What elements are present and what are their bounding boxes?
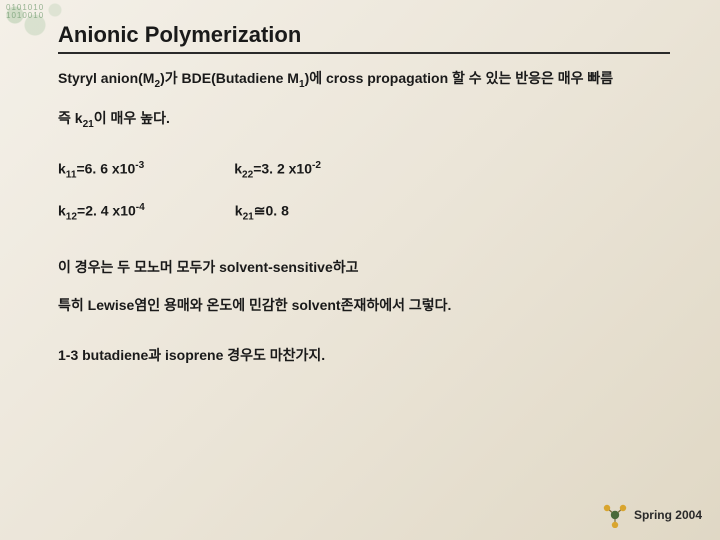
constants-row-2: k12=2. 4 x10-4 k21≅0. 8 <box>58 202 670 222</box>
k12-cell: k12=2. 4 x10-4 <box>58 202 145 222</box>
k22-label: k <box>234 160 242 176</box>
body-line-4: 특히 Lewise염인 용매와 온도에 민감한 solvent존재하에서 그렇다… <box>58 295 670 315</box>
footer: Spring 2004 <box>602 502 702 528</box>
k21-sub: 21 <box>243 212 254 223</box>
body-line-2: 즉 k21이 매우 높다. <box>58 108 670 130</box>
k11-label: k <box>58 160 66 176</box>
k12-sup: -4 <box>136 202 145 213</box>
k21-eq: ≅0. 8 <box>254 203 289 219</box>
k11-eq: =6. 6 x10 <box>76 160 135 176</box>
k11-sup: -3 <box>135 160 144 171</box>
k22-cell: k22=3. 2 x10-2 <box>234 160 321 180</box>
body-line-3: 이 경우는 두 모노머 모두가 solvent-sensitive하고 <box>58 257 670 277</box>
l1-mid: )가 BDE(Butadiene M <box>160 70 299 86</box>
k12-eq: =2. 4 x10 <box>77 203 136 219</box>
k11-cell: k11=6. 6 x10-3 <box>58 160 144 180</box>
footer-text: Spring 2004 <box>634 508 702 522</box>
molecule-icon <box>602 502 628 528</box>
l2-post: 이 매우 높다. <box>94 110 170 126</box>
k22-eq: =3. 2 x10 <box>253 160 312 176</box>
k11-sub: 11 <box>66 169 77 180</box>
l2-pre: 즉 k <box>58 110 83 126</box>
body-line-5: 1-3 butadiene과 isoprene 경우도 마찬가지. <box>58 345 670 365</box>
slide-content: Anionic Polymerization Styryl anion(M2)가… <box>0 0 720 365</box>
l1-pre: Styryl anion(M <box>58 70 154 86</box>
k12-sub: 12 <box>66 212 77 223</box>
k21-label: k <box>235 203 243 219</box>
k12-label: k <box>58 203 66 219</box>
k21-cell: k21≅0. 8 <box>235 202 289 222</box>
l1-post: )에 cross propagation 할 수 있는 반응은 매우 빠름 <box>305 70 614 86</box>
k22-sub: 22 <box>242 169 253 180</box>
page-title: Anionic Polymerization <box>58 22 670 54</box>
k22-sup: -2 <box>312 160 321 171</box>
l2-sub: 21 <box>83 119 94 130</box>
constants-row-1: k11=6. 6 x10-3 k22=3. 2 x10-2 <box>58 160 670 180</box>
body-line-1: Styryl anion(M2)가 BDE(Butadiene M1)에 cro… <box>58 68 670 90</box>
